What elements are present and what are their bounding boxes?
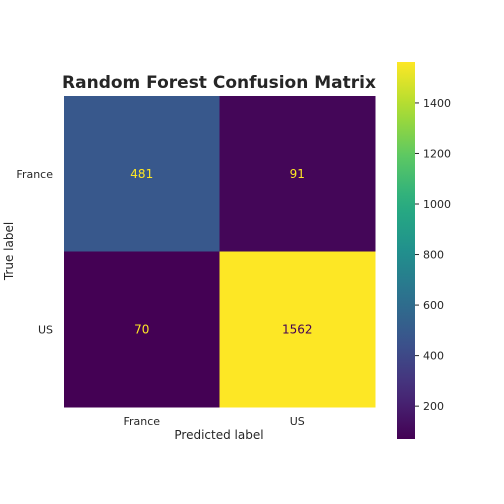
colorbar — [397, 62, 415, 439]
x-tick-labels: France US — [123, 415, 304, 428]
y-axis-label: True label — [2, 222, 16, 281]
matrix-cell — [219, 251, 376, 408]
cell-value-label: 1562 — [282, 322, 313, 336]
colorbar-tick-label: 1200 — [423, 147, 451, 160]
colorbar-tick-label: 200 — [423, 400, 444, 413]
x-tick-label: US — [290, 415, 305, 428]
y-tick-labels: France US — [16, 168, 53, 337]
y-tick-label: France — [16, 168, 53, 181]
colorbar-tick-labels: 200 400 600 800 1000 1200 1400 — [415, 97, 451, 413]
colorbar-tick-label: 400 — [423, 350, 444, 363]
matrix-cell — [219, 96, 376, 252]
cell-value-label: 481 — [130, 167, 153, 181]
colorbar-tick-label: 600 — [423, 299, 444, 312]
cell-value-label: 91 — [290, 167, 305, 181]
matrix-cell-labels: 481 91 70 1562 — [130, 167, 312, 337]
matrix-cell — [64, 251, 220, 408]
cell-value-label: 70 — [134, 322, 149, 336]
colorbar-tick-label: 1400 — [423, 97, 451, 110]
x-axis-label: Predicted label — [174, 428, 263, 442]
matrix-cells — [64, 96, 376, 408]
y-tick-label: US — [38, 323, 53, 336]
matrix-cell — [64, 96, 220, 252]
chart-title: Random Forest Confusion Matrix — [62, 73, 376, 93]
colorbar-tick-label: 800 — [423, 249, 444, 262]
x-tick-label: France — [123, 415, 160, 428]
colorbar-tick-label: 1000 — [423, 198, 451, 211]
